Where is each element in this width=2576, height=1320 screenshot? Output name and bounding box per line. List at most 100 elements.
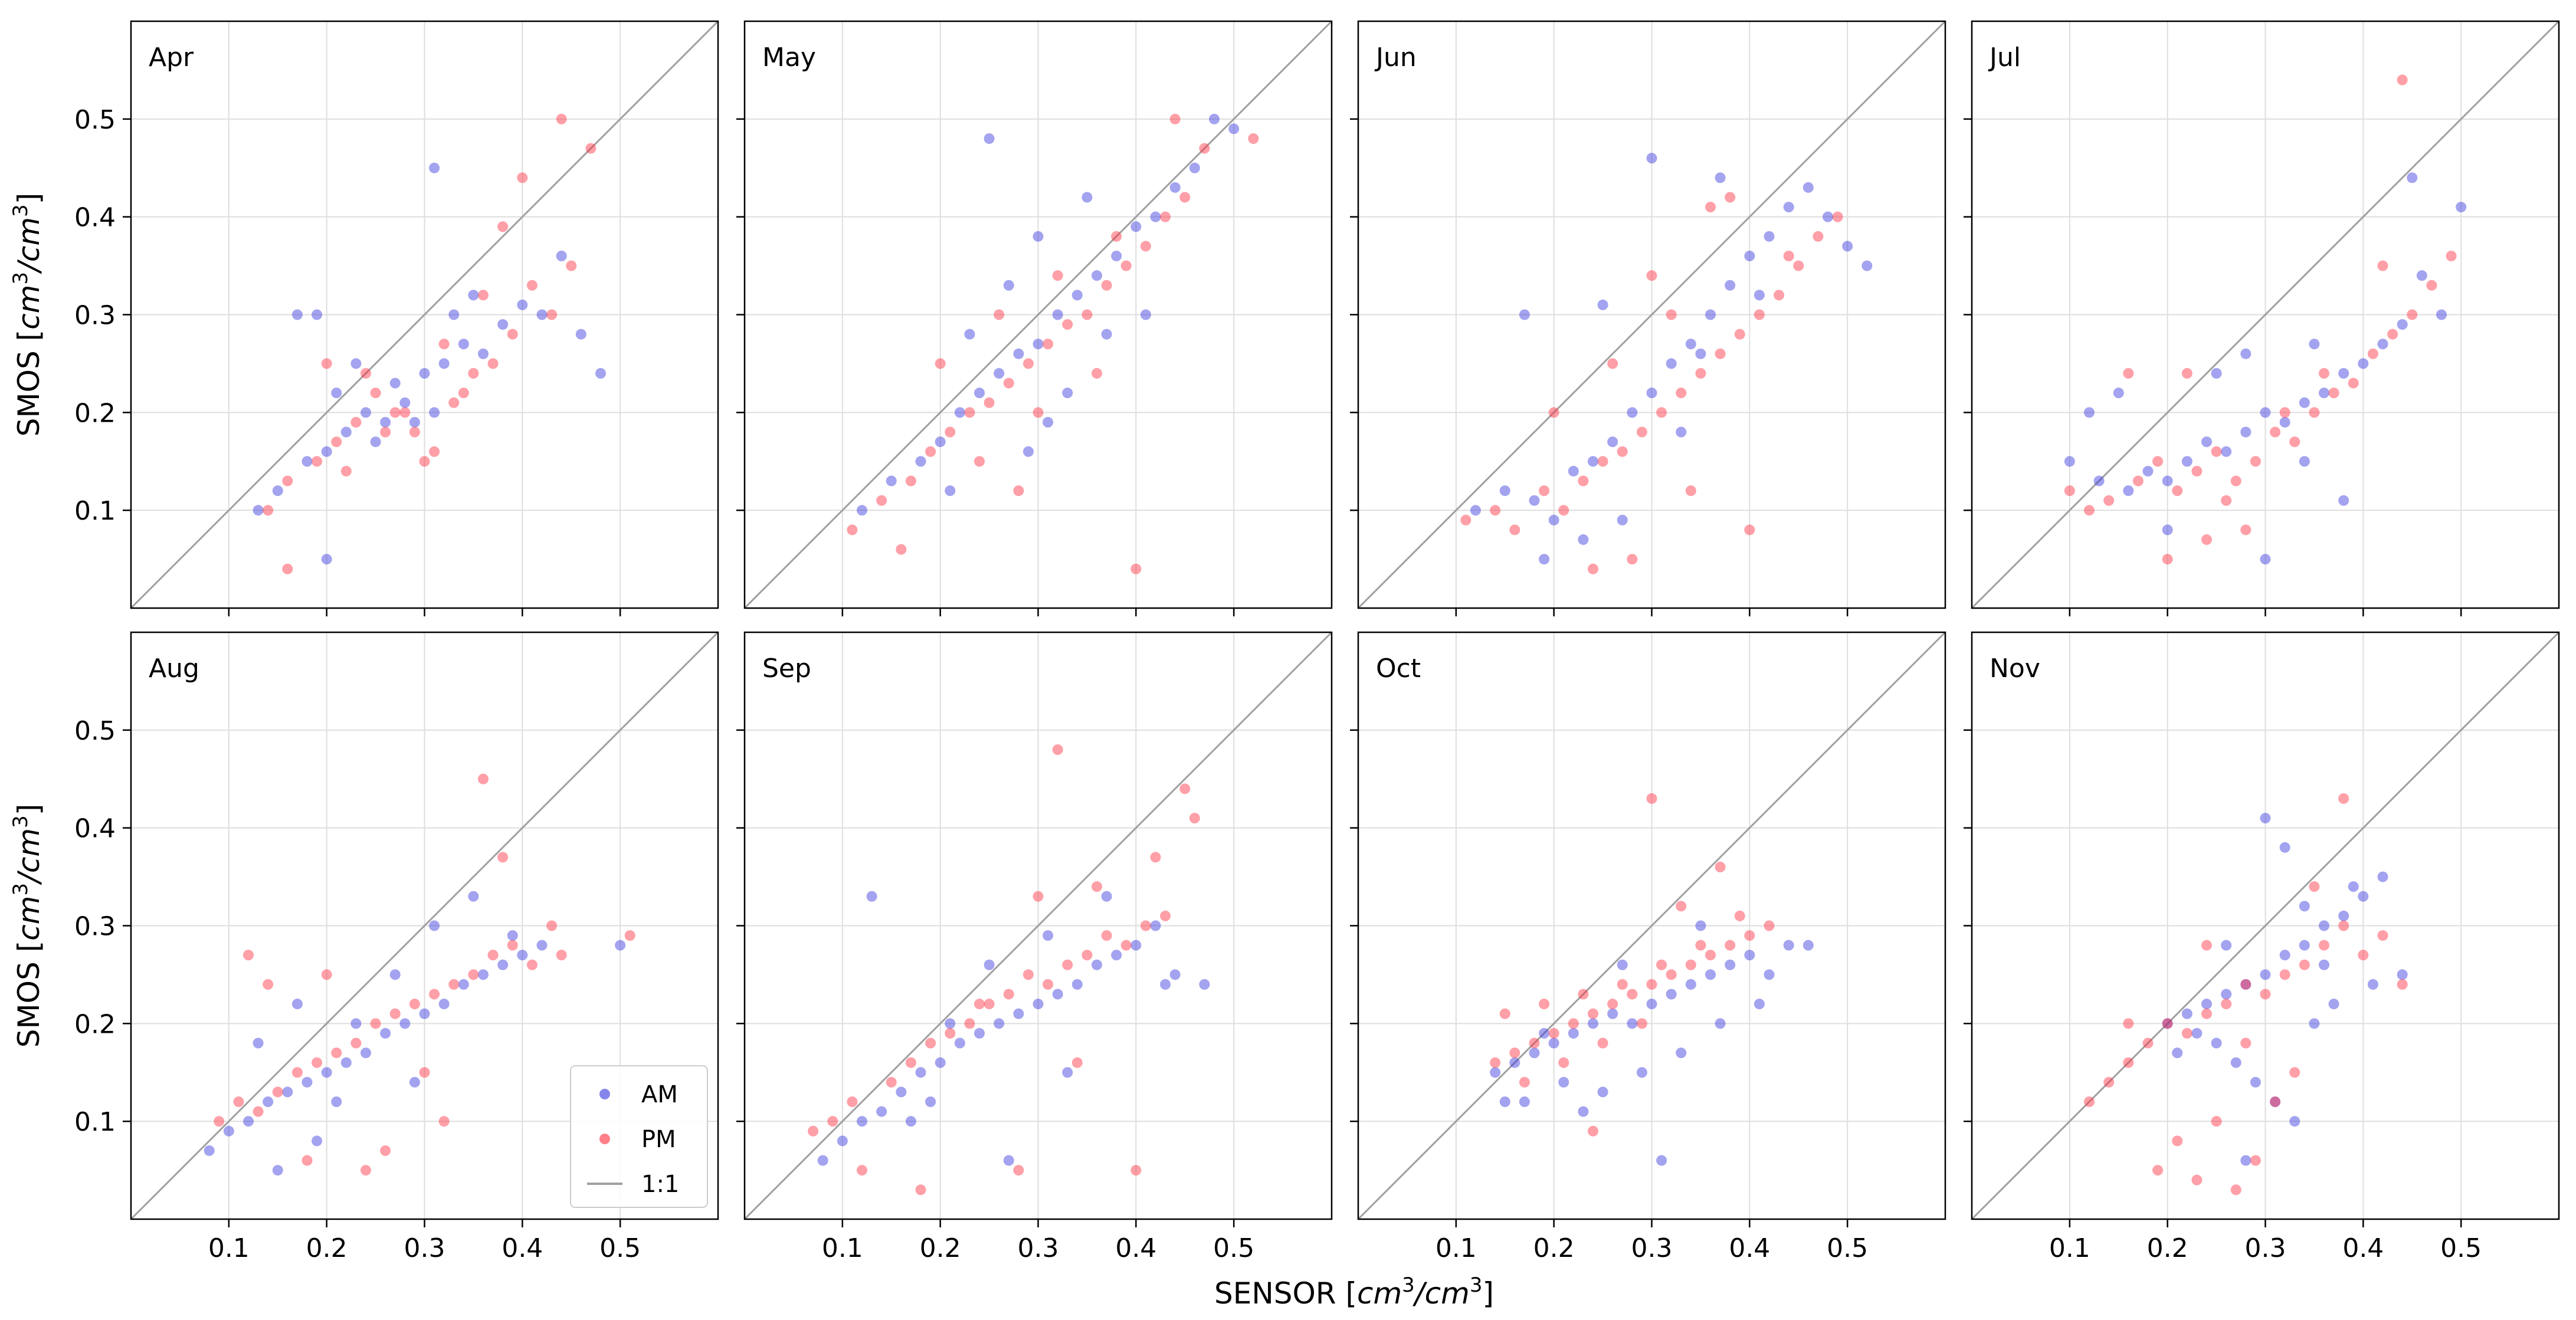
point-am [2240, 1155, 2251, 1166]
x-tick-label: 0.4 [2342, 1233, 2384, 1263]
point-am [1033, 999, 1044, 1010]
point-am [2279, 950, 2290, 961]
point-pm [1548, 1027, 1559, 1039]
point-pm [507, 329, 518, 340]
point-pm [984, 999, 995, 1010]
point-pm [847, 1096, 858, 1107]
point-am [1130, 221, 1142, 232]
point-am [1646, 999, 1657, 1010]
point-am [1209, 113, 1220, 124]
point-pm [1744, 930, 1755, 941]
point-pm [1509, 1048, 1520, 1059]
point-pm [2064, 485, 2075, 496]
point-am [1189, 162, 1200, 173]
point-pm [526, 280, 538, 291]
point-pm [370, 1018, 381, 1029]
x-tick-label: 0.1 [1436, 1233, 1477, 1263]
point-pm [1022, 969, 1034, 980]
point-am [429, 162, 440, 173]
point-am [350, 1018, 362, 1029]
point-am [1685, 339, 1696, 350]
x-tick-label: 0.1 [822, 1233, 863, 1263]
point-am [1199, 979, 1210, 990]
point-am [1607, 1008, 1618, 1019]
point-am [478, 969, 489, 980]
point-pm [2377, 260, 2388, 271]
point-am [331, 388, 342, 399]
point-pm [994, 309, 1005, 320]
point-pm [507, 940, 518, 951]
point-am [2181, 1008, 2192, 1019]
point-am [2250, 1076, 2261, 1088]
point-am [1548, 514, 1559, 526]
point-am [1705, 969, 1716, 980]
point-am [1169, 182, 1181, 193]
point-am [1092, 270, 1102, 281]
point-pm [350, 416, 362, 428]
point-pm [1140, 241, 1151, 252]
point-am [2270, 1096, 2281, 1107]
x-axis-title: SENSOR [cm3/cm3] [1214, 1273, 1494, 1311]
point-am [935, 1057, 946, 1068]
point-pm [2377, 930, 2388, 941]
point-pm [2279, 969, 2290, 980]
point-am [2299, 901, 2310, 912]
point-am [1499, 485, 1510, 496]
x-tick-label: 0.5 [1213, 1233, 1254, 1263]
point-am [380, 1027, 391, 1039]
point-pm [1529, 1037, 1540, 1049]
point-pm [389, 407, 401, 418]
point-am [2367, 979, 2378, 990]
y-tick-label: 0.1 [74, 1107, 116, 1137]
point-am [272, 1165, 283, 1176]
point-pm [2250, 1155, 2261, 1166]
point-pm [1130, 563, 1142, 574]
point-pm [2103, 495, 2115, 506]
y-tick-label: 0.1 [74, 496, 116, 526]
y-tick-label: 0.5 [74, 716, 116, 746]
point-pm [1783, 251, 1794, 261]
point-pm [1695, 940, 1706, 951]
y-tick-label: 0.2 [74, 1009, 116, 1039]
point-am [1597, 1086, 1608, 1098]
point-pm [2426, 280, 2437, 291]
point-pm [2279, 407, 2290, 418]
point-am [340, 1057, 352, 1068]
point-am [2191, 1027, 2203, 1039]
point-am [507, 930, 518, 941]
point-pm [1627, 989, 1638, 1000]
point-pm [2123, 368, 2134, 379]
point-am [1092, 959, 1102, 970]
point-am [1764, 969, 1775, 980]
point-pm [458, 388, 469, 399]
point-pm [340, 465, 352, 477]
panel-title: Jul [1988, 42, 2021, 73]
point-pm [556, 113, 567, 124]
one-to-one-line [743, 631, 1333, 1220]
point-am [595, 368, 606, 379]
point-pm [2123, 1018, 2134, 1029]
point-am [2309, 339, 2320, 350]
point-pm [2270, 426, 2281, 438]
point-pm [1676, 901, 1687, 912]
point-pm [1656, 959, 1667, 970]
series-am [817, 891, 1210, 1166]
point-pm [876, 495, 887, 506]
point-pm [2142, 1037, 2154, 1049]
point-am [1169, 969, 1181, 980]
point-am [1705, 309, 1716, 320]
point-pm [905, 475, 916, 487]
panel-oct: 0.1 0.2 0.3 0.4 0.5 Oct [1350, 631, 1946, 1263]
legend-label: AM [641, 1081, 678, 1108]
y-tick-label: 0.3 [74, 912, 116, 942]
series-am [253, 162, 606, 565]
point-pm [321, 358, 332, 369]
series-am [857, 113, 1240, 516]
point-pm [2201, 940, 2212, 951]
point-pm [847, 524, 858, 536]
point-pm [487, 950, 499, 961]
point-am [1617, 514, 1628, 526]
y-axis-title-bottom: SMOS [cm3/cm3] [9, 804, 46, 1048]
point-pm [1150, 852, 1161, 863]
